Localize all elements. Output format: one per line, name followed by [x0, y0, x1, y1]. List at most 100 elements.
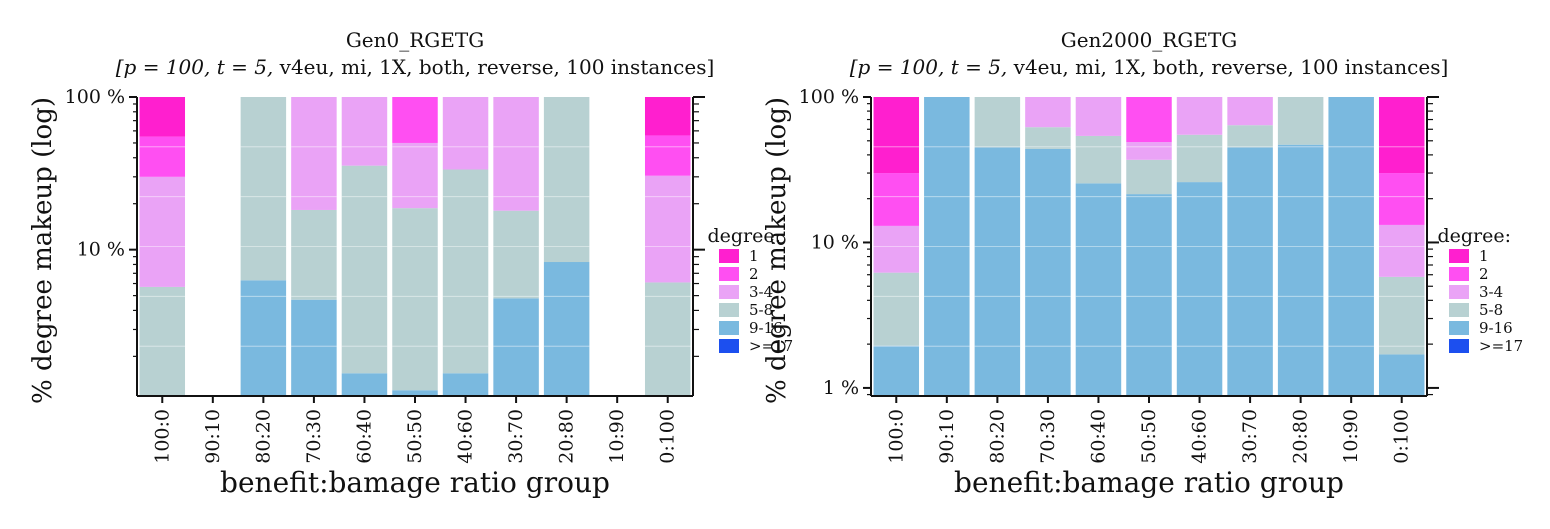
- bar-segment-58-50-50: [1126, 159, 1172, 195]
- legend-swatch-1: [719, 249, 739, 263]
- bar-segment-58-100-0: [139, 286, 186, 396]
- bar-segment-916-30-70: [1227, 147, 1273, 396]
- chart-subtitle-math: [p = 100, t = 5,: [850, 55, 1008, 79]
- bar-segment-916-50-50: [392, 390, 438, 396]
- x-tick-label: 10:90: [1340, 409, 1362, 464]
- chart-panel-0: Gen0_RGETG [p = 100, t = 5, v4eu, mi, 1X,…: [28, 28, 793, 499]
- bar-segment-916-60-40: [341, 373, 388, 396]
- legend-swatch-6: [1449, 339, 1469, 353]
- bar-segment-916-40-60: [1176, 182, 1223, 396]
- bar-segment-916-0-100: [1378, 354, 1425, 396]
- bar-segment-34-50-50: [392, 142, 438, 209]
- bar-segment-58-80-20: [240, 97, 287, 281]
- chart-panel-1: Gen2000_RGETG [p = 100, t = 5, v4eu, mi, …: [762, 28, 1523, 499]
- x-tick-label: 20:80: [556, 409, 578, 464]
- x-tick-label: 0:100: [657, 409, 679, 464]
- bar-segment-2-0-100: [1378, 173, 1425, 225]
- bar-segment-58-40-60: [1176, 134, 1223, 183]
- legend-swatch-2: [719, 267, 739, 281]
- x-tick-label: 90:10: [936, 409, 958, 464]
- bar-segment-58-20-80: [1277, 97, 1324, 145]
- bar-segment-916-20-80: [543, 262, 590, 396]
- bar-segment-2-50-50: [1126, 97, 1172, 143]
- y-tick-label: 10 %: [811, 231, 859, 253]
- bar-segment-58-50-50: [392, 208, 438, 391]
- bar-segment-916-80-20: [240, 280, 287, 396]
- bar-segment-2-100-0: [873, 173, 920, 226]
- chart-title: Gen2000_RGETG: [1061, 28, 1238, 52]
- x-tick-label: 10:90: [606, 409, 628, 464]
- chart-subtitle-text: v4eu, mi, 1X, both, reverse, 100 instanc…: [273, 55, 714, 79]
- legend-label: 2: [1479, 265, 1489, 283]
- x-tick-label: 100:0: [151, 409, 173, 464]
- legend-label: 1: [1479, 247, 1489, 265]
- x-tick-label: 40:60: [455, 409, 477, 464]
- bar-segment-34-70-30: [1025, 97, 1071, 128]
- x-tick-label: 60:40: [353, 409, 375, 464]
- bar-segment-58-20-80: [543, 97, 590, 263]
- bar-segment-2-50-50: [392, 97, 438, 143]
- bar-segment-916-70-30: [1025, 148, 1071, 396]
- x-axis-label: benefit:bamage ratio group: [954, 466, 1344, 499]
- legend-label: >=17: [1479, 337, 1523, 355]
- legend-swatch-4: [719, 303, 739, 317]
- chart-subtitle-math: [p = 100, t = 5,: [116, 55, 274, 79]
- x-tick-label: 100:0: [885, 409, 907, 464]
- legend-swatch-1: [1449, 249, 1469, 263]
- bar-segment-34-60-40: [1075, 97, 1122, 136]
- legend-title: degree:: [1437, 225, 1511, 247]
- x-tick-label: 80:20: [252, 409, 274, 464]
- legend: degree:123-45-89-16>=17: [1437, 225, 1523, 355]
- x-tick-label: 40:60: [1189, 409, 1211, 464]
- y-tick-label: 100 %: [799, 86, 859, 108]
- x-tick-label: 20:80: [1290, 409, 1312, 464]
- bar-segment-1-0-100: [1378, 97, 1425, 174]
- bar-segment-916-100-0: [873, 345, 920, 396]
- legend-label: 3-4: [1479, 283, 1503, 301]
- legend-swatch-3: [1449, 285, 1469, 299]
- legend-label: 5-8: [1479, 301, 1503, 319]
- legend-swatch-5: [719, 321, 739, 335]
- bar-segment-916-20-80: [1277, 144, 1324, 396]
- x-tick-label: 80:20: [986, 409, 1008, 464]
- legend-label: 2: [749, 265, 759, 283]
- bar-segment-34-0-100: [1378, 224, 1425, 277]
- bar-segment-34-70-30: [291, 97, 337, 210]
- bar-segment-2-0-100: [644, 135, 691, 176]
- bar-segment-58-60-40: [341, 165, 388, 374]
- y-axis-label: % degree makeup (log): [28, 97, 58, 404]
- bar-segment-58-0-100: [644, 282, 691, 396]
- x-tick-label: 60:40: [1087, 409, 1109, 464]
- bar-segment-916-40-60: [442, 373, 489, 396]
- legend-swatch-4: [1449, 303, 1469, 317]
- x-tick-label: 50:50: [1138, 409, 1160, 464]
- legend-swatch-2: [1449, 267, 1469, 281]
- bar-segment-58-70-30: [1025, 127, 1071, 149]
- bar-segment-34-30-70: [493, 97, 539, 211]
- bar-segment-916-80-20: [974, 147, 1021, 396]
- chart-title: Gen0_RGETG: [346, 28, 484, 52]
- bar-segment-34-40-60: [442, 97, 489, 170]
- bar-segment-916-30-70: [493, 298, 539, 396]
- legend-swatch-3: [719, 285, 739, 299]
- bar-segment-2-100-0: [139, 136, 186, 177]
- bar-segment-58-100-0: [873, 272, 920, 346]
- x-tick-label: 0:100: [1391, 409, 1413, 464]
- bar-segment-58-30-70: [1227, 125, 1273, 148]
- legend-label: 1: [749, 247, 759, 265]
- x-tick-label: 30:70: [1239, 409, 1261, 464]
- bar-segment-916-70-30: [291, 299, 337, 396]
- x-tick-label: 90:10: [202, 409, 224, 464]
- legend-label: 9-16: [749, 319, 783, 337]
- x-tick-label: 70:30: [303, 409, 325, 464]
- bar-segment-916-50-50: [1126, 194, 1172, 396]
- bar-segment-34-0-100: [644, 175, 691, 283]
- bar-segment-1-0-100: [644, 97, 691, 136]
- bar-segment-58-80-20: [974, 97, 1021, 148]
- bar-segment-34-50-50: [1126, 142, 1172, 160]
- x-axis-label: benefit:bamage ratio group: [220, 466, 610, 499]
- legend: degree:123-45-89-16>=17: [707, 225, 793, 355]
- chart-subtitle: [p = 100, t = 5, v4eu, mi, 1X, both, rev…: [850, 55, 1449, 79]
- bar-segment-34-100-0: [139, 176, 186, 287]
